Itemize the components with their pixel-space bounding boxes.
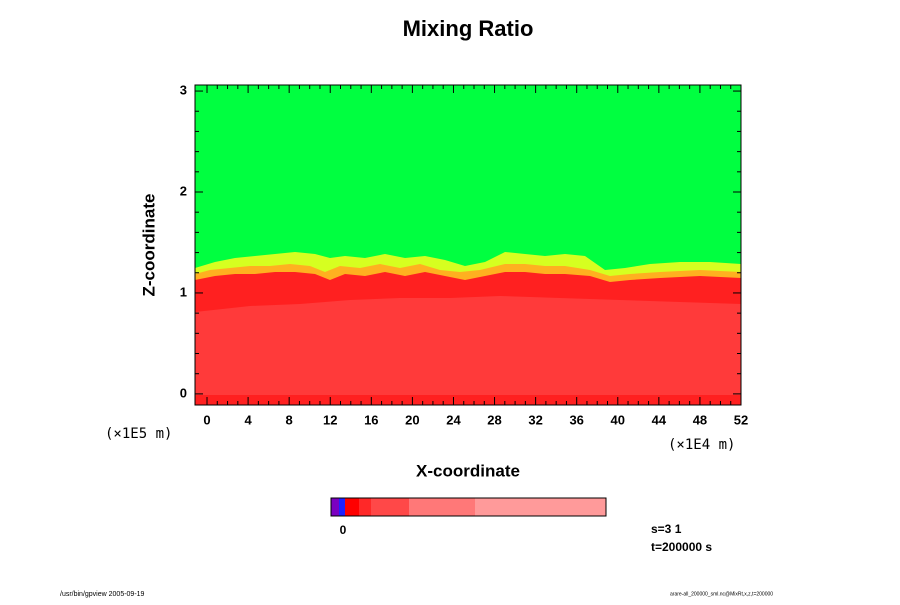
x-axis-label: X-coordinate bbox=[416, 461, 520, 480]
y-unit: (×1E5 m) bbox=[105, 426, 172, 442]
footer-left: /usr/bin/gpview 2005-09-19 bbox=[60, 591, 145, 598]
colorbar: 0 bbox=[330, 497, 607, 537]
x-tick-label: 36 bbox=[569, 412, 583, 427]
y-axis-label: Z-coordinate bbox=[139, 194, 158, 297]
annotation: t=200000 s bbox=[651, 540, 712, 554]
field-core bbox=[195, 296, 741, 395]
annotation: s=3 1 bbox=[651, 522, 682, 536]
x-tick-label: 28 bbox=[487, 412, 501, 427]
x-tick-label: 4 bbox=[244, 412, 252, 427]
colorbar-segment bbox=[345, 498, 359, 516]
x-tick-label: 52 bbox=[734, 412, 748, 427]
colorbar-tick-label: 0 bbox=[340, 523, 347, 537]
y-tick-label: 2 bbox=[180, 183, 187, 198]
x-tick-label: 32 bbox=[528, 412, 542, 427]
x-tick-label: 20 bbox=[405, 412, 419, 427]
x-tick-label: 16 bbox=[364, 412, 378, 427]
colorbar-segment bbox=[371, 498, 409, 516]
colorbar-frame bbox=[330, 497, 607, 517]
x-tick-label: 0 bbox=[203, 412, 210, 427]
footer-right: arare-all_200000_sml.nc@MixRt,x,z,t=2000… bbox=[670, 591, 773, 597]
x-tick-label: 24 bbox=[446, 412, 461, 427]
colorbar-segment bbox=[409, 498, 475, 516]
field bbox=[195, 85, 741, 405]
x-tick-label: 8 bbox=[286, 412, 293, 427]
y-tick-label: 3 bbox=[180, 82, 187, 97]
x-unit: (×1E4 m) bbox=[668, 437, 735, 453]
y-tick-label: 1 bbox=[180, 284, 187, 299]
plot-frame bbox=[194, 84, 742, 406]
x-tick-label: 12 bbox=[323, 412, 337, 427]
chart-title: Mixing Ratio bbox=[403, 16, 534, 41]
x-tick-label: 40 bbox=[611, 412, 625, 427]
colorbar-segment bbox=[475, 498, 606, 516]
x-tick-label: 48 bbox=[693, 412, 707, 427]
y-tick-label: 0 bbox=[180, 385, 187, 400]
colorbar-segment bbox=[359, 498, 371, 516]
colorbar-segment bbox=[339, 498, 345, 516]
x-tick-label: 44 bbox=[652, 412, 667, 427]
colorbar-segment bbox=[331, 498, 339, 516]
